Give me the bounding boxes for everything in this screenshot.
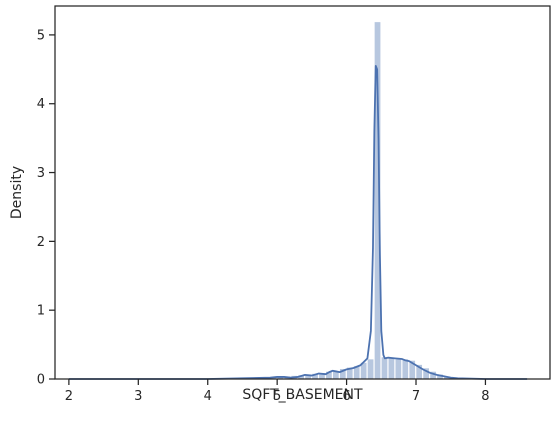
y-tick-label: 4 [37,97,45,112]
x-axis-ticks: 2 3 4 5 6 7 8 [65,379,490,404]
x-tick-label: 3 [134,389,142,404]
x-tick-label: 2 [65,389,73,404]
x-tick-label: 8 [481,389,489,404]
histogram-bar [394,358,402,380]
y-tick-label: 5 [37,28,45,43]
histogram-bar [387,358,395,380]
y-tick-label: 1 [37,304,45,319]
histogram-bars [249,21,458,380]
x-tick-label: 4 [204,389,212,404]
kde-curve-group [68,64,528,380]
kde-curve [68,64,528,380]
y-tick-label: 3 [37,166,45,181]
x-tick-label: 6 [342,389,350,404]
x-axis-label: SQFT_BASEMENT [242,387,363,403]
y-tick-label: 0 [37,373,45,388]
plot-frame [54,5,551,380]
histogram-bar [380,356,388,380]
x-tick-label: 5 [273,389,281,404]
y-axis-ticks: 0 1 2 3 4 5 [37,28,55,388]
histogram-bar [401,358,409,380]
y-axis-label: Density [9,166,25,219]
y-tick-label: 2 [37,235,45,250]
histogram-bar [367,358,375,380]
x-tick-label: 7 [412,389,420,404]
